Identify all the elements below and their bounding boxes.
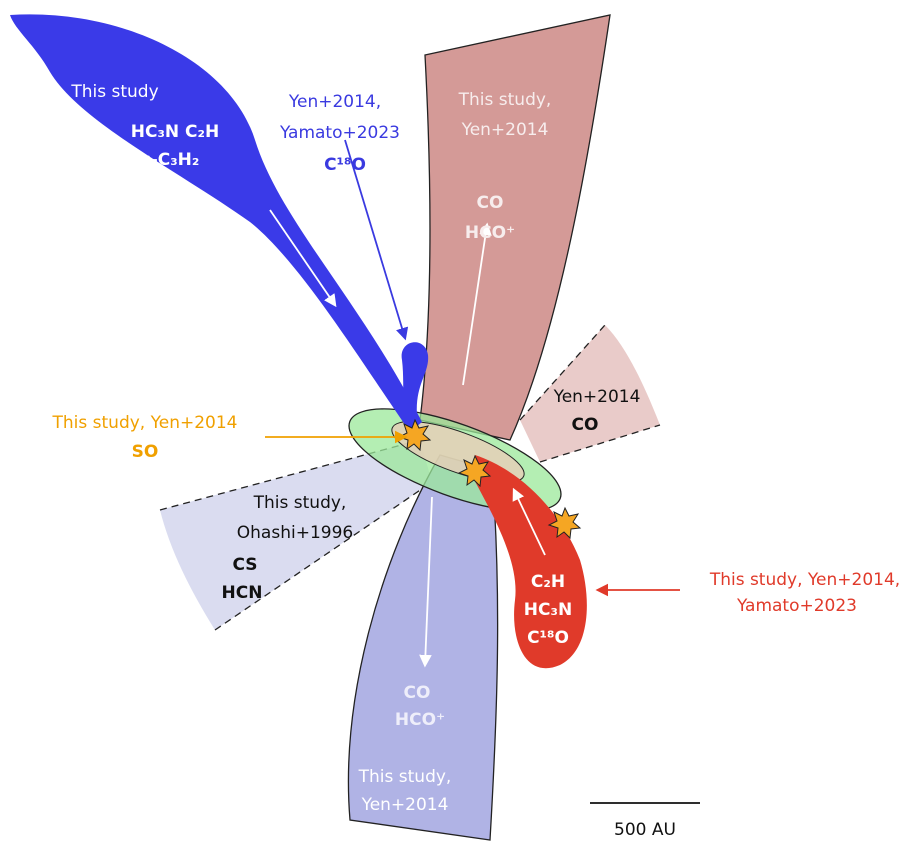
- label: CO: [477, 193, 504, 213]
- arrow: [512, 487, 546, 556]
- red-streamer: [470, 455, 587, 669]
- label: Yen+2014: [461, 120, 549, 140]
- label: C¹⁸O: [324, 155, 366, 175]
- label: c-C₃H₂: [141, 150, 200, 170]
- right-cone-edge: [519, 324, 661, 463]
- label: CS: [232, 555, 257, 575]
- label: This study, Yen+2014,: [709, 570, 900, 590]
- label: Yamato+2023: [279, 123, 400, 143]
- red-outflow: [419, 14, 611, 441]
- blue-hook: [401, 342, 429, 428]
- label: Yamato+2023: [736, 596, 857, 616]
- label: CO: [404, 683, 431, 703]
- label: This study,: [458, 90, 552, 110]
- left-cone: [160, 440, 432, 630]
- label: This study, Yen+2014: [52, 413, 238, 433]
- star: [397, 418, 432, 452]
- label: This study,: [253, 493, 347, 513]
- label: CO: [572, 415, 599, 435]
- label: This study: [70, 82, 158, 102]
- shapes: [10, 14, 700, 841]
- label: HCO⁺: [465, 223, 515, 243]
- label: HCN: [222, 583, 263, 603]
- label: Yen+2014: [361, 795, 449, 815]
- label: HCO⁺: [395, 710, 445, 730]
- star: [547, 506, 582, 540]
- scale-label: 500 AU: [614, 820, 676, 840]
- stars: [397, 418, 582, 540]
- right-cone: [520, 325, 660, 462]
- left-cone-edge: [159, 439, 433, 631]
- arrows: [265, 139, 680, 668]
- star: [457, 454, 492, 488]
- blue-streamer: [10, 14, 422, 433]
- label: HC₃N C₂H: [131, 122, 219, 142]
- label: Yen+2014,: [288, 92, 381, 112]
- label: SO: [132, 442, 159, 462]
- arrow: [419, 496, 433, 668]
- arrow: [462, 222, 492, 386]
- label: Ohashi+1996: [237, 523, 353, 543]
- label: Yen+2014: [553, 387, 641, 407]
- label: C₂H: [531, 572, 565, 592]
- label: C¹⁸O: [527, 628, 569, 648]
- label: This study,: [358, 767, 452, 787]
- labels: This study HC₃N C₂H c-C₃H₂ Yen+2014, Yam…: [52, 82, 901, 840]
- arrow: [344, 139, 409, 341]
- arrow: [269, 209, 337, 308]
- label: HC₃N: [524, 600, 572, 620]
